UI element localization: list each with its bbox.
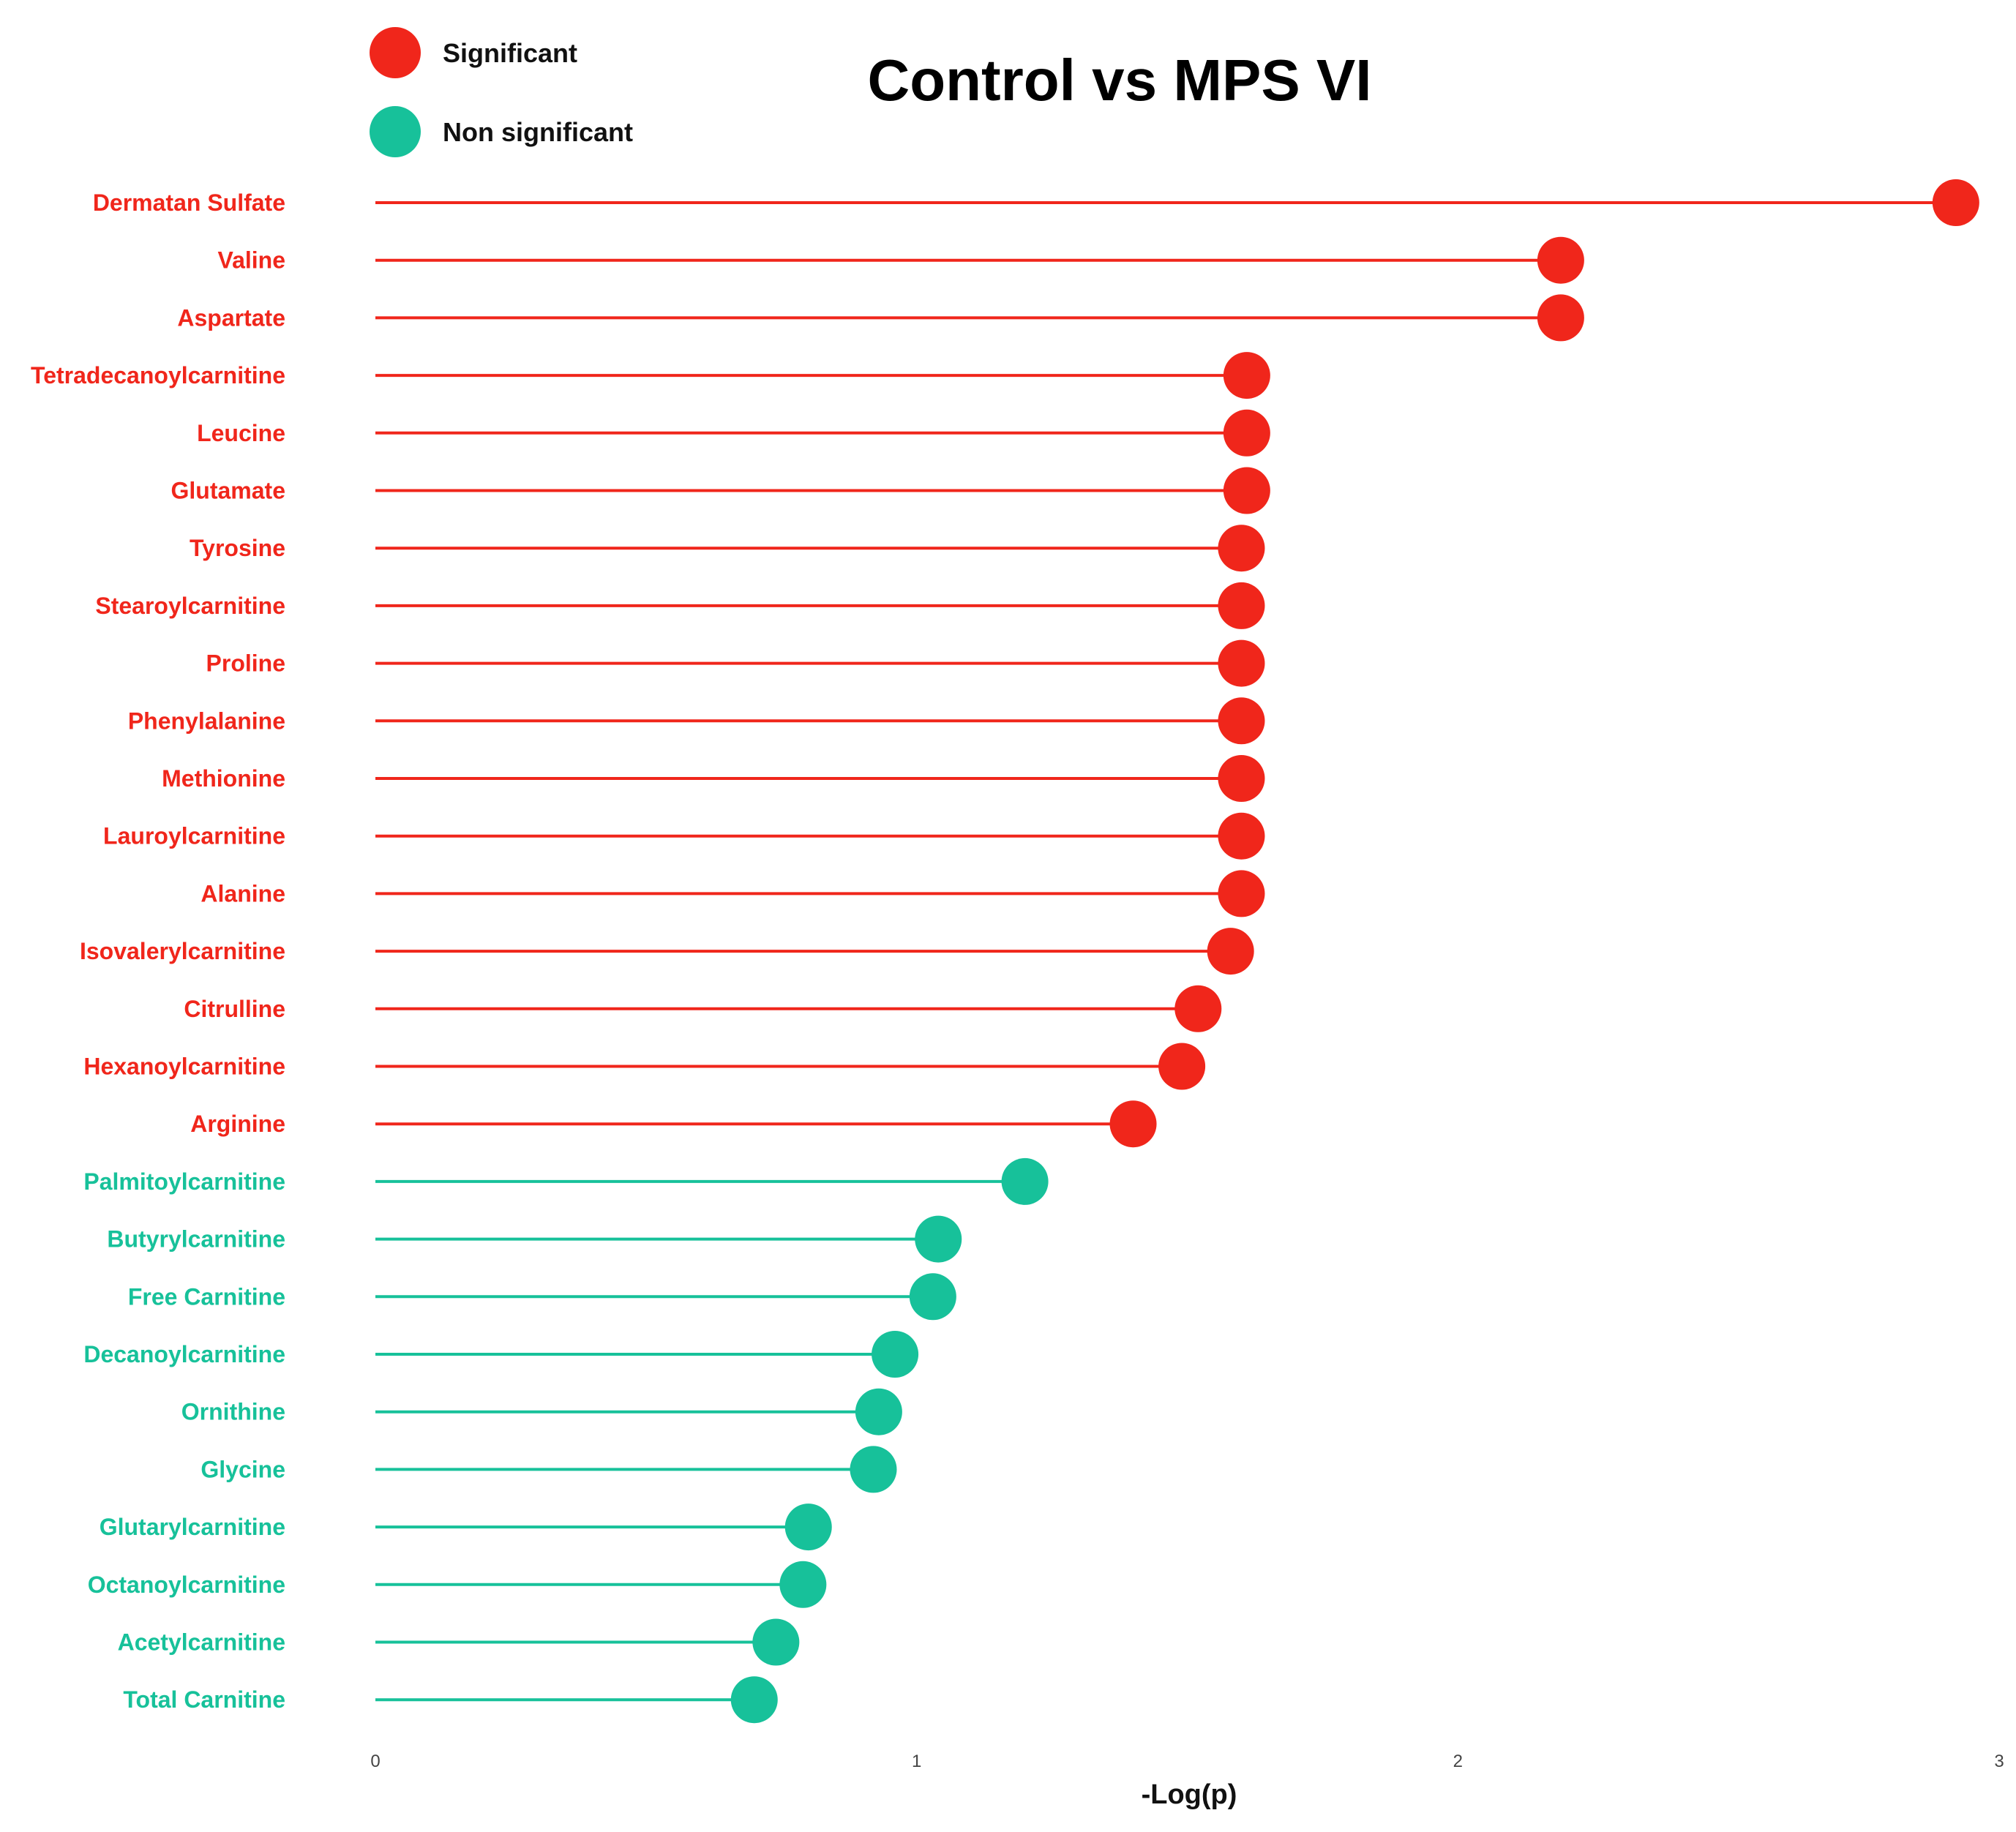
category-label: Glycine xyxy=(201,1456,285,1482)
lollipop-point xyxy=(1932,179,1979,226)
category-label: Aspartate xyxy=(177,304,285,331)
x-tick-label: 2 xyxy=(1453,1752,1463,1771)
x-tick-label: 1 xyxy=(912,1752,921,1771)
lollipop-point xyxy=(1218,582,1265,629)
lollipop-point xyxy=(1537,236,1584,284)
lollipop-point xyxy=(872,1331,919,1378)
legend-marker-significant xyxy=(370,27,421,78)
lollipop-point xyxy=(1218,697,1265,745)
lollipop-points xyxy=(730,179,1979,1724)
lollipop-point xyxy=(752,1618,800,1666)
category-label: Dermatan Sulfate xyxy=(93,189,285,216)
x-axis-label: -Log(p) xyxy=(1142,1779,1237,1810)
lollipop-point xyxy=(784,1503,832,1551)
legend-label-non-significant: Non significant xyxy=(443,117,633,147)
category-label: Butyrylcarnitine xyxy=(107,1226,285,1253)
x-tick-label: 3 xyxy=(1994,1752,2004,1771)
lollipop-point xyxy=(1174,985,1222,1032)
lollipop-point xyxy=(779,1561,827,1608)
lollipop-point xyxy=(850,1446,897,1493)
lollipop-stems xyxy=(375,201,1956,1702)
category-label: Tetradecanoylcarnitine xyxy=(31,362,285,388)
x-axis-ticks: 0 1 2 3 xyxy=(370,1752,2004,1771)
lollipop-point xyxy=(1218,812,1265,860)
category-label: Glutarylcarnitine xyxy=(100,1514,285,1540)
category-label: Free Carnitine xyxy=(128,1283,285,1310)
category-label: Phenylalanine xyxy=(128,707,285,734)
category-label: Valine xyxy=(218,247,286,274)
lollipop-point xyxy=(1223,467,1270,514)
lollipop-point xyxy=(855,1388,902,1435)
lollipop-point xyxy=(730,1676,778,1724)
lollipop-point xyxy=(1223,409,1270,457)
category-label: Alanine xyxy=(201,880,285,906)
x-tick-label: 0 xyxy=(370,1752,380,1771)
category-label: Palmitoylcarnitine xyxy=(83,1168,285,1195)
category-label: Total Carnitine xyxy=(123,1686,285,1713)
category-label: Leucine xyxy=(197,420,285,446)
category-label: Decanoylcarnitine xyxy=(83,1341,285,1367)
category-labels: Dermatan Sulfate Valine Aspartate Tetradeca… xyxy=(31,189,285,1713)
category-label: Lauroylcarnitine xyxy=(103,823,285,849)
category-label: Ornithine xyxy=(181,1399,285,1425)
lollipop-point xyxy=(1001,1157,1049,1205)
lollipop-point xyxy=(909,1273,956,1321)
category-label: Stearoylcarnitine xyxy=(95,593,285,619)
legend-marker-non-significant xyxy=(370,106,421,157)
legend-label-significant: Significant xyxy=(443,38,577,68)
lollipop-point xyxy=(1218,755,1265,802)
lollipop-point xyxy=(1158,1043,1206,1090)
lollipop-point xyxy=(1537,294,1584,342)
lollipop-point xyxy=(1223,352,1270,399)
lollipop-point xyxy=(1218,870,1265,917)
category-label: Isovalerylcarnitine xyxy=(80,938,285,964)
lollipop-point xyxy=(915,1215,962,1263)
lollipop-point xyxy=(1207,928,1254,975)
category-label: Octanoylcarnitine xyxy=(88,1572,285,1598)
category-label: Hexanoylcarnitine xyxy=(83,1054,285,1080)
lollipop-point xyxy=(1109,1100,1157,1148)
legend: Significant Non significant xyxy=(370,27,633,157)
category-label: Glutamate xyxy=(171,478,285,504)
category-label: Tyrosine xyxy=(190,535,285,561)
lollipop-point xyxy=(1218,525,1265,572)
category-label: Methionine xyxy=(162,765,285,792)
category-label: Acetylcarnitine xyxy=(118,1629,285,1656)
chart-title: Control vs MPS VI xyxy=(868,48,1372,113)
lollipop-point xyxy=(1218,639,1265,687)
category-label: Citrulline xyxy=(184,996,285,1022)
category-label: Proline xyxy=(206,650,285,677)
category-label: Arginine xyxy=(190,1111,285,1137)
